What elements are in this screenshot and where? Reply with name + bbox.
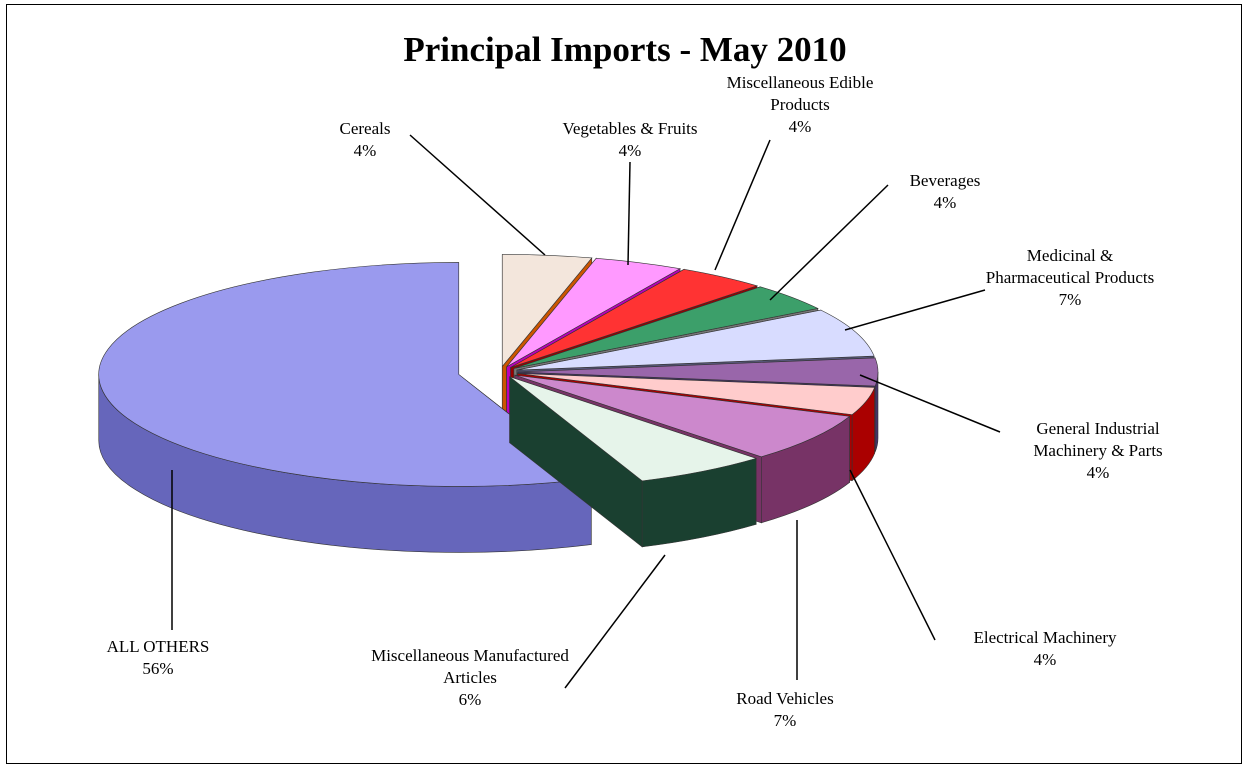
value-label: 4%	[788, 117, 812, 136]
leader-line	[714, 139, 771, 271]
category-label: Road Vehicles	[736, 689, 834, 708]
value-label: 4%	[933, 193, 957, 212]
slice-label: General Industrial Machinery & Parts 4%	[998, 418, 1198, 484]
value-label: 7%	[773, 711, 797, 730]
slice-top	[517, 373, 876, 415]
category-label: ALL OTHERS	[106, 637, 210, 656]
slice-label: Beverages 4%	[875, 170, 1015, 214]
chart-title: Principal Imports - May 2010	[403, 30, 847, 69]
value-label: 4%	[1086, 463, 1110, 482]
category-label: Medicinal & Pharmaceutical Products	[985, 246, 1155, 287]
slice-top	[513, 286, 819, 369]
pie-slice	[98, 262, 593, 553]
slice-label: Miscellaneous Manufactured Articles 6%	[370, 645, 570, 711]
value-label: 7%	[1058, 290, 1082, 309]
leader-line	[859, 374, 1001, 433]
chart-frame	[6, 4, 1242, 764]
category-label: Cereals	[339, 119, 391, 138]
category-label: Miscellaneous Edible Products	[726, 73, 874, 114]
leader-line	[769, 184, 889, 301]
slice-top	[516, 309, 875, 371]
value-label: 4%	[618, 141, 642, 160]
category-label: Electrical Machinery	[973, 628, 1117, 647]
category-label: Miscellaneous Manufactured Articles	[371, 646, 569, 687]
slice-top	[509, 376, 758, 482]
leader-line	[849, 469, 936, 641]
slice-top	[501, 254, 593, 368]
slice-top	[506, 258, 681, 368]
leader-line	[627, 161, 631, 266]
leader-line	[409, 134, 546, 256]
slice-label: Road Vehicles 7%	[705, 688, 865, 732]
slice-label: Medicinal & Pharmaceutical Products 7%	[980, 245, 1160, 311]
value-label: 4%	[1033, 650, 1057, 669]
pie-slice	[509, 376, 758, 548]
slice-top	[514, 374, 851, 458]
slice-label: Electrical Machinery 4%	[925, 627, 1165, 671]
category-label: General Industrial Machinery & Parts	[1033, 419, 1163, 460]
slice-label: Cereals 4%	[305, 118, 425, 162]
value-label: 56%	[142, 659, 174, 678]
slice-label: ALL OTHERS 56%	[88, 636, 228, 680]
slice-top	[517, 357, 879, 387]
value-label: 6%	[458, 690, 482, 709]
category-label: Beverages	[909, 171, 981, 190]
slice-label: Miscellaneous Edible Products 4%	[700, 72, 900, 138]
slice-label: Vegetables & Fruits 4%	[530, 118, 730, 162]
value-label: 4%	[353, 141, 377, 160]
leader-line	[844, 289, 986, 331]
leader-line	[564, 554, 666, 689]
category-label: Vegetables & Fruits	[562, 119, 698, 138]
slice-top	[98, 262, 593, 487]
slice-top	[510, 269, 759, 368]
